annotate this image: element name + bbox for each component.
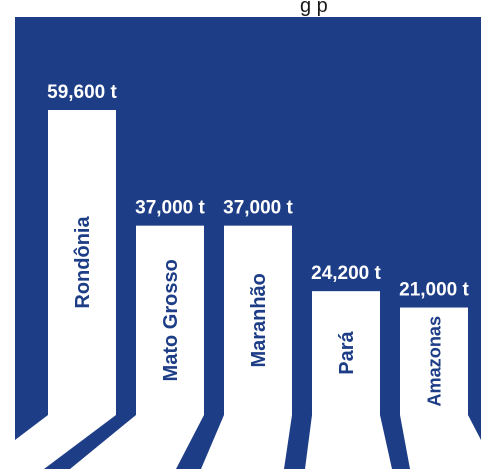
category-label-3: Maranhão — [248, 273, 270, 367]
floor-stripe — [380, 415, 410, 469]
bar-5 — [400, 307, 468, 415]
floor-stripe — [284, 415, 312, 469]
value-label-4: 24,200 t — [311, 263, 381, 284]
category-label-5: Amazonas — [424, 316, 444, 407]
value-label-5: 21,000 t — [399, 280, 469, 301]
value-label-2: 37,000 t — [135, 198, 205, 219]
value-label-1: 59,600 t — [47, 82, 117, 103]
category-label-4: Pará — [336, 331, 358, 375]
value-labels-group: 59,600 t 37,000 t 37,000 t 24,200 t 21,000 t — [47, 82, 469, 301]
bar-1 — [48, 110, 116, 415]
category-labels-group: Rondônia Mato Grosso Maranhão Pará Amazonas — [72, 216, 444, 407]
bars-group — [48, 110, 468, 415]
bar-3 — [224, 225, 292, 415]
floor-stripe — [176, 415, 224, 469]
bar-2 — [136, 225, 204, 415]
category-label-2: Mato Grosso — [160, 259, 182, 381]
floor-stripe — [44, 415, 136, 469]
header-partial-text: g p — [300, 0, 328, 17]
category-label-1: Rondônia — [72, 216, 94, 309]
bar-4 — [312, 291, 380, 415]
floor-stripe — [15, 415, 48, 440]
value-label-3: 37,000 t — [223, 198, 293, 219]
floor-stripes — [15, 415, 481, 469]
floor — [15, 415, 481, 469]
floor-stripe — [468, 415, 481, 440]
